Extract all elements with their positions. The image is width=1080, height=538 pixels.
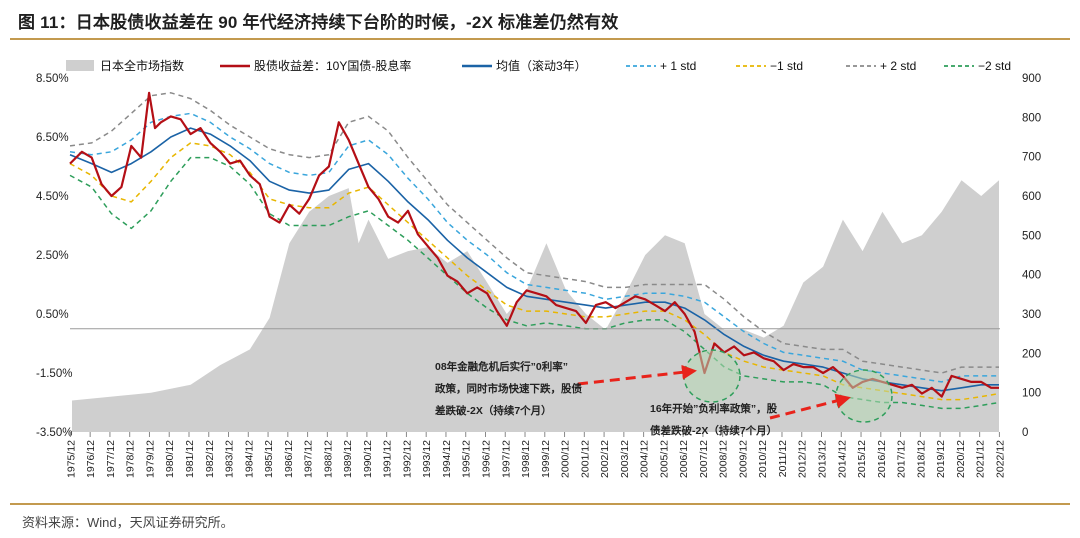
x-tick-label: 2017/12: [896, 440, 908, 478]
x-tick-label: 2007/12: [698, 440, 710, 478]
axis-layer: 8.50% 6.50% 4.50% 2.50% 0.50% -1.50% -3.50% 900…: [36, 73, 1041, 478]
x-tick-label: 1988/12: [322, 440, 334, 478]
annotation-2008-line-3: 差跌破-2X（持续7个月）: [435, 404, 552, 417]
x-tick-label: 1975/12: [65, 440, 77, 478]
annotation-2008-line-2: 政策，同时市场快速下跌，股债: [435, 382, 582, 395]
legend-label: 日本全市场指数: [100, 58, 184, 73]
x-tick-label: 2015/12: [856, 440, 868, 478]
x-tick-label: 2019/12: [935, 440, 947, 478]
legend-label: + 1 std: [660, 59, 696, 73]
x-tick-label: 1981/12: [184, 440, 196, 478]
y-tick-label: 2.50%: [36, 250, 69, 262]
x-tick-label: 2003/12: [619, 440, 631, 478]
y2-tick-label: 600: [1022, 191, 1041, 203]
source-note: 资料来源：Wind，天风证券研究所。: [22, 515, 234, 530]
legend-label: −2 std: [978, 59, 1011, 73]
y2-tick-label: 100: [1022, 388, 1041, 400]
x-tick-label: 2020/12: [955, 440, 967, 478]
y-tick-label: -3.50%: [36, 427, 72, 439]
x-tick-label: 1990/12: [362, 440, 374, 478]
legend-label: 均值（滚动3年）: [496, 58, 587, 73]
x-tick-label: 1991/12: [382, 440, 394, 478]
x-tick-label: 1987/12: [303, 440, 315, 478]
y-tick-label: 0.50%: [36, 309, 69, 321]
x-tick-label: 1984/12: [243, 440, 255, 478]
x-tick-label: 2022/12: [994, 440, 1006, 478]
x-tick-label: 2001/12: [579, 440, 591, 478]
x-tick-label: 2002/12: [599, 440, 611, 478]
y2-tick-label: 400: [1022, 270, 1041, 282]
legend-label: −1 std: [770, 59, 803, 73]
x-tick-label: 2013/12: [817, 440, 829, 478]
x-tick-label: 1989/12: [342, 440, 354, 478]
x-tick-label: 2021/12: [975, 440, 987, 478]
x-tick-label: 1996/12: [480, 440, 492, 478]
y2-tick-label: 500: [1022, 230, 1041, 242]
area-series-0: [71, 180, 1000, 432]
x-tick-label: 1983/12: [224, 440, 236, 478]
arrow-2016: [769, 393, 851, 420]
chart: 8.50% 6.50% 4.50% 2.50% 0.50% -1.50% -3.50% 900…: [36, 58, 1041, 478]
arrow-2008: [577, 364, 697, 386]
y-tick-label: -1.50%: [36, 368, 72, 380]
line-series-2: [69, 127, 999, 392]
legend-label: 股债收益差：10Y国债-股息率: [254, 58, 411, 73]
x-tick-label: 1979/12: [144, 440, 156, 478]
y2-tick-label: 900: [1022, 73, 1041, 85]
x-tick-label: 1976/12: [85, 440, 97, 478]
x-tick-label: 1997/12: [500, 440, 512, 478]
annotation-2016-line-2: 债差跌破-2X（持续7个月）: [650, 424, 777, 437]
annotation-2016-line-1: 16年开始”负利率政策”，股: [650, 402, 778, 415]
x-tick-label: 1999/12: [540, 440, 552, 478]
y2-tick-label: 0: [1022, 427, 1028, 439]
x-tick-label: 2006/12: [678, 440, 690, 478]
highlight-circle-2016: [835, 369, 893, 423]
x-tick-label: 2016/12: [876, 440, 888, 478]
x-tick-label: 1980/12: [164, 440, 176, 478]
x-tick-label: 2014/12: [836, 440, 848, 478]
top-rule: [10, 38, 1070, 40]
page-title: 图 11：日本股债收益差在 90 年代经济持续下台阶的时候，-2X 标准差仍然有…: [18, 13, 619, 32]
x-tick-label: 2009/12: [737, 440, 749, 478]
y-tick-label: 8.50%: [36, 73, 69, 85]
x-tick-label: 2010/12: [757, 440, 769, 478]
annotation-2008-line-1: 08年金融危机后实行”0利率”: [435, 360, 568, 373]
y2-tick-label: 300: [1022, 309, 1041, 321]
x-tick-label: 1995/12: [461, 440, 473, 478]
line-series-3: [69, 112, 999, 383]
line-series-5: [69, 92, 999, 374]
highlight-circle-2008: [683, 349, 741, 403]
x-tick-label: 1986/12: [283, 440, 295, 478]
y-tick-label: 6.50%: [36, 132, 69, 144]
x-tick-label: 2012/12: [797, 440, 809, 478]
x-tick-label: 1978/12: [125, 440, 137, 478]
y2-tick-label: 800: [1022, 112, 1041, 124]
legend-layer: 日本全市场指数 股债收益差：10Y国债-股息率 均值（滚动3年） + 1 std −1 …: [66, 58, 1011, 73]
legend-swatch: [66, 60, 94, 71]
x-tick-label: 1977/12: [105, 440, 117, 478]
x-tick-label: 1998/12: [520, 440, 532, 478]
x-tick-label: 2000/12: [560, 440, 572, 478]
x-tick-label: 2018/12: [915, 440, 927, 478]
x-tick-label: 2004/12: [639, 440, 651, 478]
annotation-layer: 08年金融危机后实行”0利率” 政策，同时市场快速下跌，股债 差跌破-2X（持续…: [435, 349, 893, 437]
x-tick-label: 1982/12: [204, 440, 216, 478]
x-tick-label: 1993/12: [421, 440, 433, 478]
bottom-rule: [10, 503, 1070, 505]
y2-tick-label: 200: [1022, 348, 1041, 360]
area-layer: [71, 180, 1000, 432]
x-tick-label: 1985/12: [263, 440, 275, 478]
line-series-4: [69, 142, 1000, 401]
y2-tick-label: 700: [1022, 152, 1041, 164]
legend-label: + 2 std: [880, 59, 916, 73]
y-tick-label: 4.50%: [36, 191, 69, 203]
x-tick-label: 2005/12: [658, 440, 670, 478]
x-tick-label: 1992/12: [401, 440, 413, 478]
x-tick-label: 1994/12: [441, 440, 453, 478]
x-tick-label: 2008/12: [718, 440, 730, 478]
x-tick-label: 2011/12: [777, 440, 789, 477]
